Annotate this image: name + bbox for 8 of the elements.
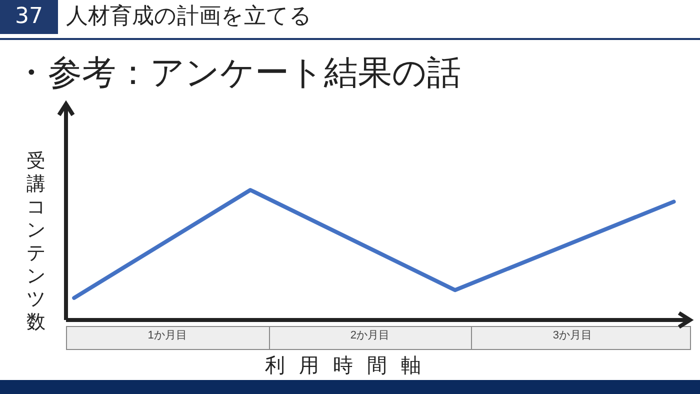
- x-tick-label: 1か月目: [148, 330, 187, 342]
- x-tick-label: 3か月目: [552, 330, 592, 342]
- y-axis-title: 受講コンテンツ数: [26, 150, 46, 334]
- text: 37: [0, 0, 58, 34]
- chart-subtitle: ・参考：アンケート結果の話: [14, 52, 461, 95]
- x-tick-label: 2か月目: [350, 330, 390, 342]
- chart-title: 人材育成の計画を立てる: [66, 3, 312, 31]
- x-axis-title: 利用時間軸: [264, 352, 436, 379]
